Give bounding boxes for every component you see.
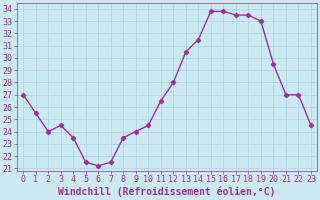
X-axis label: Windchill (Refroidissement éolien,°C): Windchill (Refroidissement éolien,°C) [58, 187, 276, 197]
